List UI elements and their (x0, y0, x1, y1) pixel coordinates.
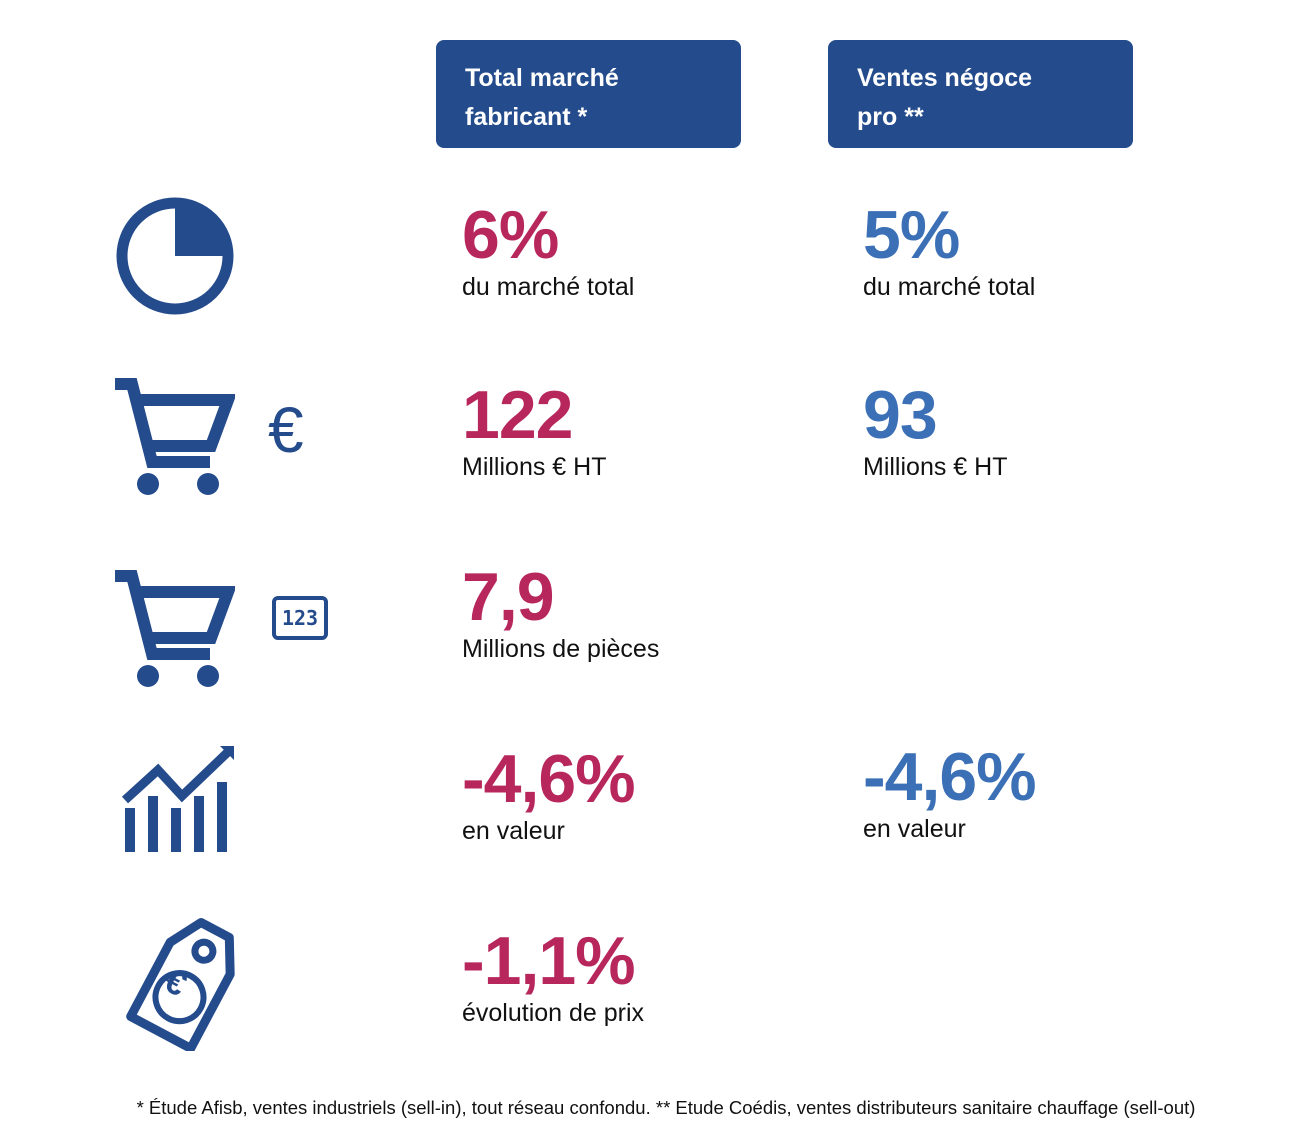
shopping-cart-icon (115, 378, 235, 495)
stat-value: -4,6% (462, 741, 636, 817)
number-badge-label: 123 (281, 606, 319, 630)
stat-market-share-negoce: 5% du marché total (863, 200, 1035, 302)
stat-label: Millions € HT (863, 453, 1008, 481)
stat-label: Millions € HT (462, 453, 607, 481)
stat-label: en valeur (863, 815, 966, 843)
header-right-line-1: Ventes négoce (857, 64, 1033, 92)
header-left-line-2: fabricant * (465, 103, 588, 131)
header-right-line-2: pro ** (857, 103, 924, 131)
header-ventes-negoce-pro: Ventes négoce pro ** (828, 40, 1133, 148)
stat-label: en valeur (462, 817, 565, 845)
stat-price-change-fabricant: -1,1% évolution de prix (462, 926, 644, 1028)
price-tag-euro-icon (126, 918, 235, 1051)
stat-revenue-negoce: 93 Millions € HT (863, 380, 1007, 482)
stat-value: 5% (863, 197, 960, 273)
stat-value: -4,6% (863, 739, 1037, 815)
stat-value: 7,9 (462, 559, 555, 635)
trend-chart-icon (122, 746, 234, 852)
stat-units-fabricant: 7,9 Millions de pièces (462, 562, 659, 664)
stat-value-change-negoce: -4,6% en valeur (863, 739, 1037, 844)
header-left-line-1: Total marché (465, 64, 619, 92)
stat-value: -1,1% (462, 923, 636, 999)
shopping-cart-icon (115, 570, 235, 687)
header-total-marche-fabricant: Total marché fabricant * (436, 40, 741, 148)
pie-chart-icon (116, 197, 234, 315)
stat-label: évolution de prix (462, 999, 645, 1027)
stat-value: 6% (462, 197, 559, 273)
euro-icon: € (268, 394, 304, 466)
number-badge-icon: 123 (272, 596, 328, 640)
stat-value: 122 (462, 377, 573, 453)
stat-value-change-fabricant: -4,6% en valeur (462, 741, 636, 846)
stat-value: 93 (863, 377, 938, 453)
footnote: * Étude Afisb, ventes industriels (sell-… (136, 1097, 1196, 1118)
stat-revenue-fabricant: 122 Millions € HT (462, 380, 606, 482)
stat-label: du marché total (462, 273, 635, 301)
stat-market-share-fabricant: 6% du marché total (462, 200, 634, 302)
stat-label: Millions de pièces (462, 635, 660, 663)
stat-label: du marché total (863, 273, 1036, 301)
